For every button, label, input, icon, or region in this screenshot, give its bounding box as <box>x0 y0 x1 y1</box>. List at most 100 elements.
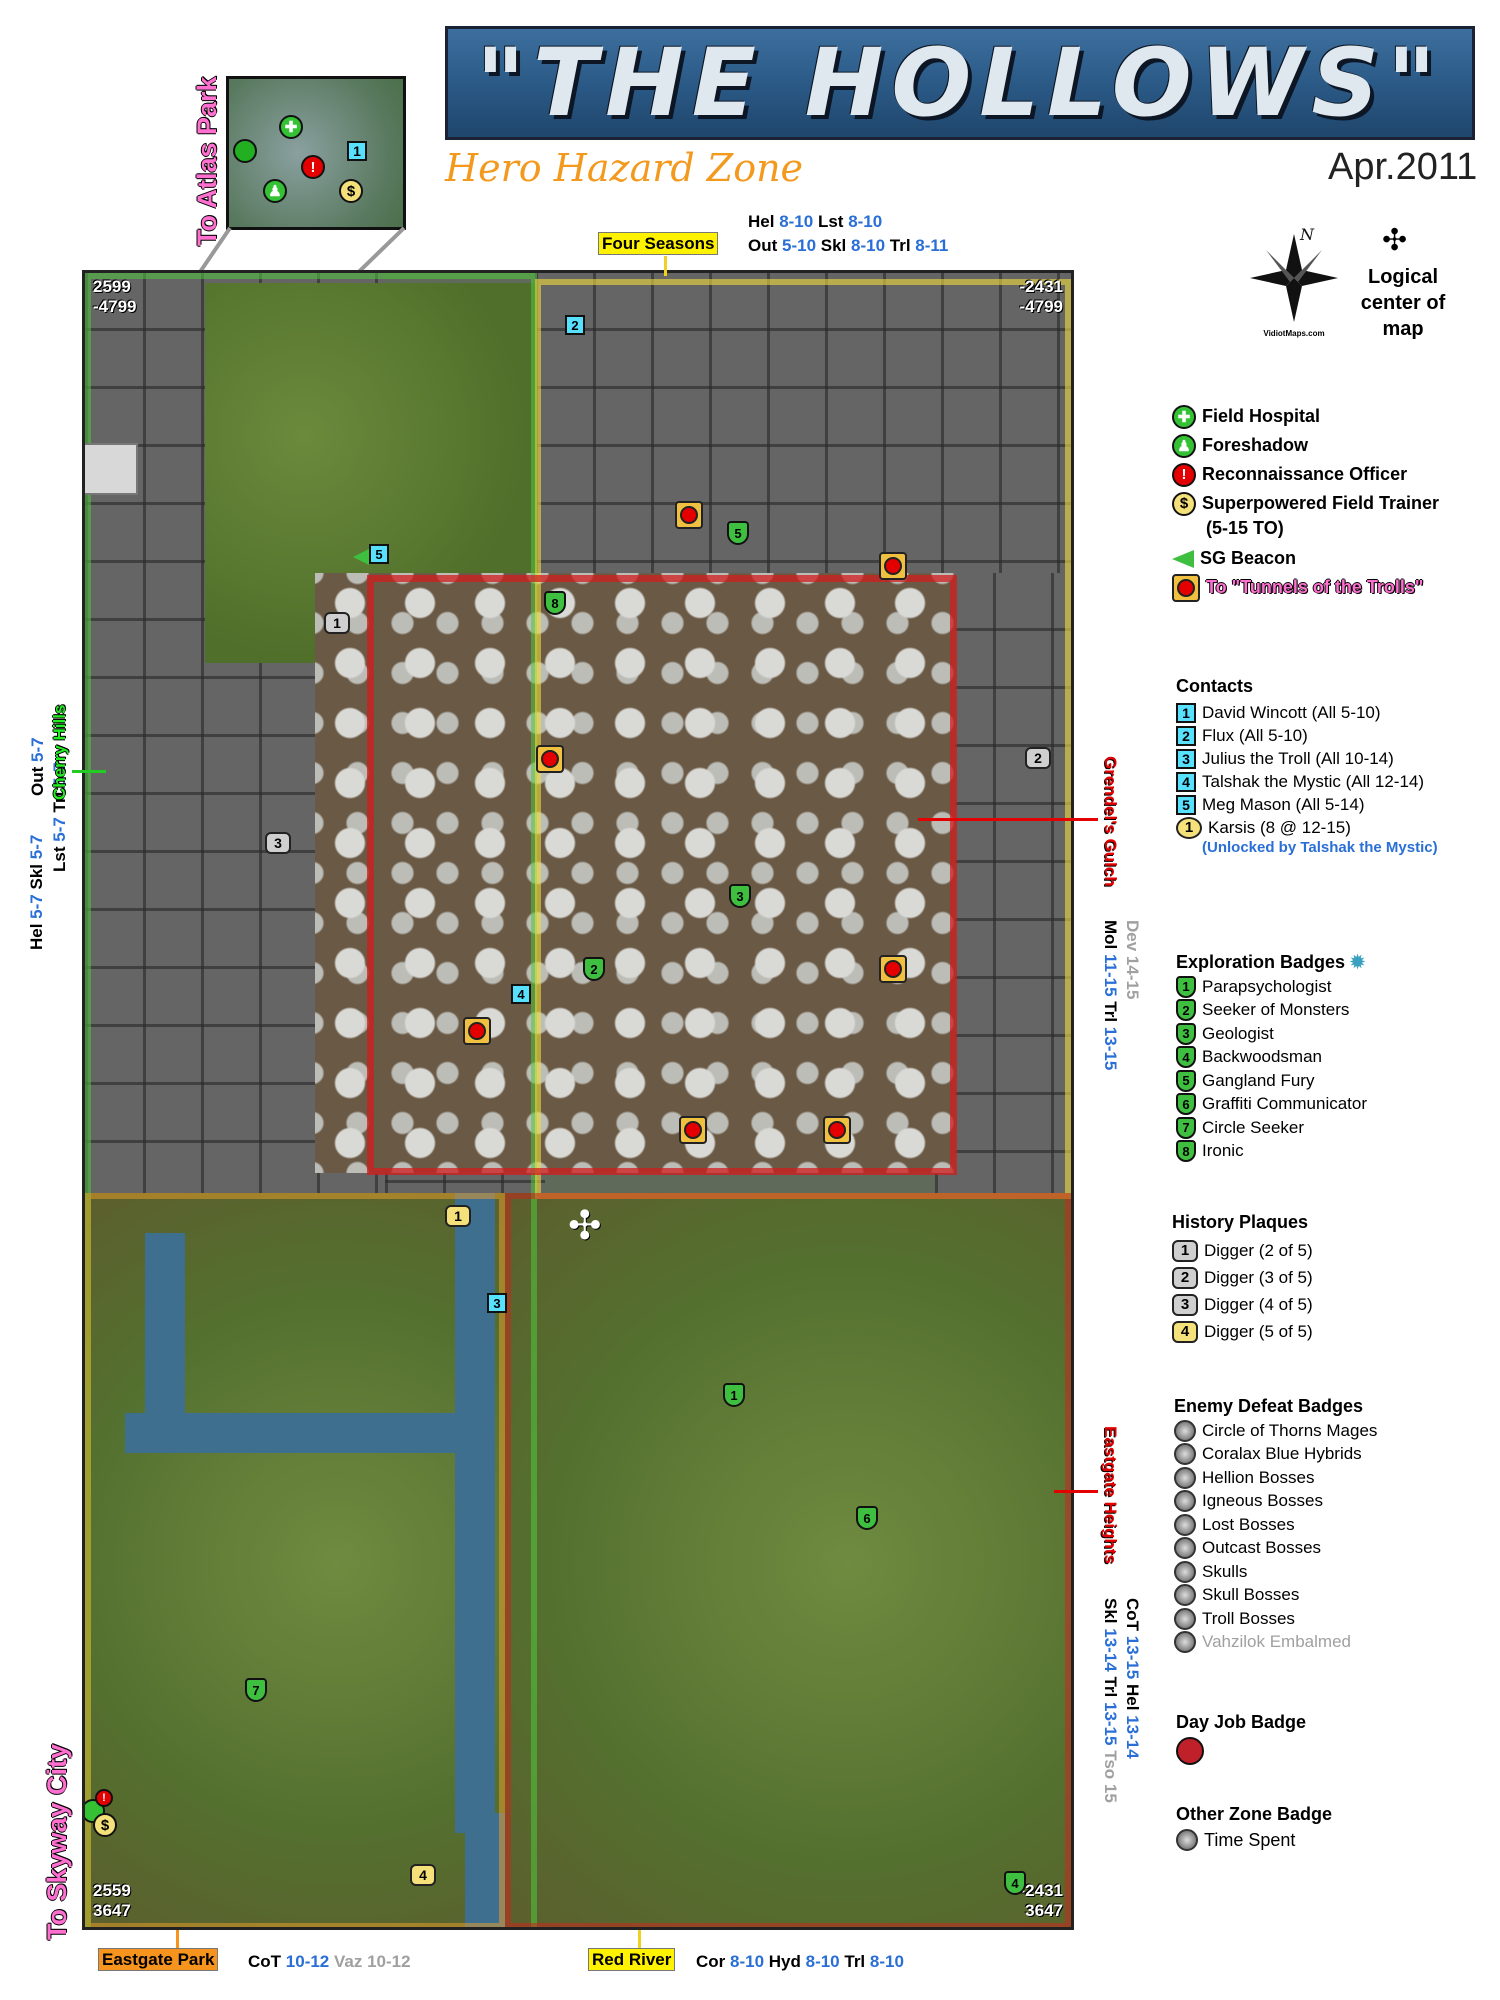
history-plaque-marker-2[interactable]: 2 <box>1025 747 1051 769</box>
tunnel-entrance-marker[interactable] <box>679 1116 707 1144</box>
legend-enemy: Enemy Defeat Badges Circle of Thorns Mag… <box>1174 1396 1377 1654</box>
level-range: 11-15 <box>1101 954 1120 997</box>
four-seasons-levels-2: Out 5-10 Skl 8-10 Trl 8-11 <box>748 236 948 256</box>
contact-marker-3[interactable]: 3 <box>487 1293 507 1313</box>
eastgate-heights-levels-wrap: CoT 13-15 Hel 13-14 <box>1122 1598 1142 1759</box>
history-heading: History Plaques <box>1172 1212 1309 1232</box>
exploration-list: 1 Parapsychologist 2 Seeker of Monsters 3 Geo… <box>1176 975 1367 1163</box>
legend-contact-2: 2 Flux (All 5-10) <box>1176 724 1438 747</box>
exclamation-icon: ! <box>1172 462 1196 487</box>
legend-exploration-5: 5 Gangland Fury <box>1176 1069 1367 1093</box>
red-river-gate: Red River <box>588 1948 676 1971</box>
skyway-city-label-wrap: To Skyway City <box>42 1744 73 1940</box>
legend-exploration-label: Gangland Fury <box>1202 1070 1315 1090</box>
time-spent-badge-icon <box>1176 1829 1198 1851</box>
red-zone-border-heights <box>505 1193 1071 1927</box>
history-plaque-marker-4[interactable]: 4 <box>410 1864 436 1886</box>
level-enemy-label: Trl <box>1101 1001 1120 1027</box>
level-range: 13-15 <box>1101 1701 1120 1746</box>
karsis-icon: 1 <box>1176 816 1202 839</box>
exploration-shield-icon: 2 <box>1176 999 1196 1022</box>
contact-square-icon: 2 <box>1176 725 1196 746</box>
compass-rose: N VidiotMaps.com <box>1246 225 1342 338</box>
enemy-badge-icon <box>1174 1631 1196 1654</box>
tunnel-entrance-marker[interactable] <box>536 745 564 773</box>
red-river-label: Red River <box>588 1948 676 1971</box>
contact-marker-2[interactable]: 2 <box>565 315 585 335</box>
legend-exploration-3: 3 Geologist <box>1176 1022 1367 1046</box>
legend-history-label: Digger (3 of 5) <box>1204 1267 1313 1287</box>
legend-contact-label: Flux (All 5-10) <box>1202 725 1308 745</box>
tunnel-entrance-marker[interactable] <box>879 552 907 580</box>
level-range: 8-10 <box>730 1952 765 1971</box>
legend-foreshadow-label: Foreshadow <box>1202 435 1309 455</box>
legend-enemy-7: Skulls <box>1174 1560 1377 1584</box>
enemy-badge-icon <box>1174 1560 1196 1583</box>
level-enemy-label: Mol <box>1101 920 1120 954</box>
karsis-note: (Unlocked by Talshak the Mystic) <box>1202 839 1438 856</box>
eastgate-park-levels: CoT 10-12 Vaz 10-12 <box>248 1952 411 1972</box>
river-south <box>465 1813 505 1927</box>
tunnel-entrance-marker[interactable] <box>823 1116 851 1144</box>
four-seasons-levels-1: Hel 8-10 Lst 8-10 <box>748 212 882 232</box>
exploration-badge-marker-5[interactable]: 5 <box>727 521 749 545</box>
compass-n-label: N <box>1299 226 1315 244</box>
sg-beacon-marker <box>353 549 369 565</box>
compass-credit: VidiotMaps.com <box>1263 329 1325 338</box>
exploration-shield-icon: 3 <box>1176 1022 1196 1045</box>
exploration-badge-marker-7[interactable]: 7 <box>245 1678 267 1702</box>
field-hospital-icon: ✚ <box>1172 404 1196 429</box>
enemy-badge-icon <box>1174 1584 1196 1607</box>
tunnel-entrance-marker[interactable] <box>463 1017 491 1045</box>
legend-contact-4: 4 Talshak the Mystic (All 12-14) <box>1176 770 1438 793</box>
level-enemy-label: Skl <box>1101 1598 1120 1629</box>
legend-contacts: Contacts 1 David Wincott (All 5-10) 2 Flux … <box>1176 676 1438 856</box>
enemy-heading: Enemy Defeat Badges <box>1174 1396 1364 1416</box>
legend-field-hospital: ✚ Field Hospital <box>1172 402 1439 431</box>
skyway-city-label: To Skyway City <box>42 1743 72 1940</box>
legend-exploration-2: 2 Seeker of Monsters <box>1176 999 1367 1023</box>
exploration-badge-marker-2[interactable]: 2 <box>583 957 605 981</box>
legend-exploration-label: Ironic <box>1202 1141 1244 1161</box>
logical-center-marker: ✣ <box>568 1204 602 1248</box>
tunnel-entrance-marker[interactable] <box>879 955 907 983</box>
sg-beacon-icon <box>233 139 257 163</box>
legend-history-label: Digger (4 of 5) <box>1204 1294 1313 1314</box>
enemy-badge-icon <box>1174 1490 1196 1513</box>
exploration-badge-marker-6[interactable]: 6 <box>856 1506 878 1530</box>
exploration-heading: Exploration Badges ✹ <box>1176 952 1367 973</box>
level-range: 14-15 <box>1123 955 1142 1000</box>
enemy-badge-icon <box>1174 1419 1196 1442</box>
legend-tunnels: To "Tunnels of the Trolls" <box>1172 573 1439 602</box>
coord-bottom-right: -2431 3647 <box>1020 1881 1063 1921</box>
eastgate-heights-terrain <box>505 1193 1071 1927</box>
exploration-badge-marker-3[interactable]: 3 <box>729 884 751 908</box>
exploration-badge-marker-1[interactable]: 1 <box>723 1383 745 1407</box>
legend-exploration: Exploration Badges ✹ 1 Parapsychologist 2 S… <box>1176 952 1367 1163</box>
contact-marker-5[interactable]: 5 <box>369 544 389 564</box>
level-enemy-label: Dev <box>1123 920 1142 956</box>
history-plaque-marker-3[interactable]: 3 <box>265 832 291 854</box>
level-range: 13-15 <box>1123 1635 1142 1680</box>
eastgate-heights-levels-1: CoT 13-15 Hel 13-14 <box>1122 1598 1142 1759</box>
legend-enemy-label: Skull Bosses <box>1202 1585 1300 1605</box>
contact-marker-4[interactable]: 4 <box>511 984 531 1004</box>
level-range: 5-7 <box>27 834 46 860</box>
history-plaque-marker-1[interactable]: 1 <box>324 612 350 634</box>
exploration-badge-marker-4[interactable]: 4 <box>1004 1871 1026 1895</box>
exploration-badge-marker-8[interactable]: 8 <box>544 591 566 615</box>
coord-top-right-z: -4799 <box>1019 297 1063 316</box>
cherry-hills-label: Cherry Hills <box>50 704 69 800</box>
karsis-contact-marker[interactable]: 1 <box>445 1205 471 1227</box>
logical-center-label: Logical center of map <box>1360 266 1446 340</box>
legend-exploration-1: 1 Parapsychologist <box>1176 975 1367 999</box>
tunnel-entrance-marker[interactable] <box>675 501 703 529</box>
legend-contact-label: David Wincott (All 5-10) <box>1202 702 1381 722</box>
to-atlas-park-label: To Atlas Park <box>192 76 222 246</box>
coord-bottom-right-z: 3647 <box>1025 1901 1063 1920</box>
legend-enemy-label: Outcast Bosses <box>1202 1538 1322 1558</box>
legend-field-trainer: $ Superpowered Field Trainer <box>1172 489 1439 518</box>
foreshadow-icon: ♟ <box>263 179 287 203</box>
legend-enemy-4: Igneous Bosses <box>1174 1490 1377 1514</box>
legend-exploration-4: 4 Backwoodsman <box>1176 1046 1367 1070</box>
